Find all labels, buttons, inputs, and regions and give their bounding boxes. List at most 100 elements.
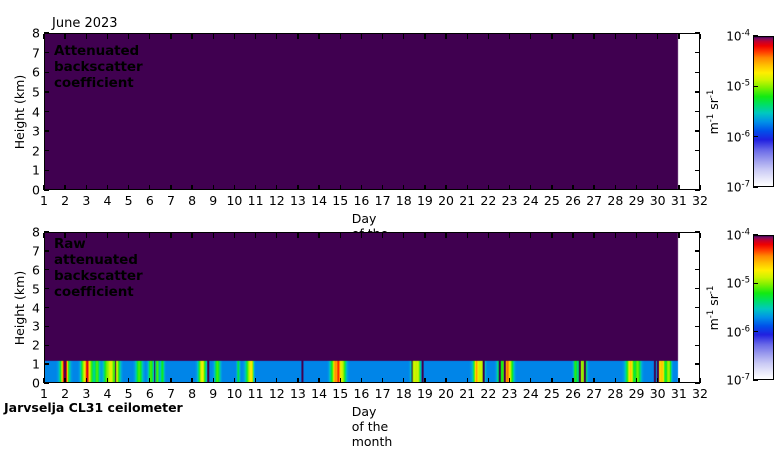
- x-tick-label: 24: [522, 193, 539, 208]
- colorbar-tick-label: 10-7: [726, 179, 750, 195]
- y-tick-label: 2: [32, 337, 40, 353]
- x-tick-bottom: [508, 185, 511, 190]
- x-tick-top: [656, 34, 659, 39]
- x-tick-bottom: [360, 185, 363, 190]
- x-tick-top: [508, 34, 511, 39]
- x-tick-label: 26: [565, 193, 581, 208]
- x-tick-label: 22: [480, 193, 497, 208]
- x-tick-top: [593, 233, 595, 238]
- x-tick-label: 30: [649, 193, 666, 208]
- x-tick-top: [466, 34, 468, 39]
- x-axis-title-bottom: Day of the month: [351, 404, 393, 449]
- x-tick-label: 23: [501, 193, 518, 208]
- x-tick-label: 26: [565, 386, 581, 401]
- x-tick-top: [64, 34, 66, 39]
- colorbar-unit-top: m-1 sr-1: [706, 89, 722, 134]
- x-tick-label: 18: [395, 386, 412, 401]
- y-tick-left: [44, 250, 49, 252]
- y-tick-right: [695, 150, 700, 152]
- y-tick-label: 8: [32, 25, 40, 41]
- heatmap-canvas-raw-attenuated-backscatter: [45, 233, 699, 382]
- y-tick-right: [695, 250, 700, 252]
- x-tick-label: 12: [268, 193, 285, 208]
- x-tick-label: 1: [40, 386, 48, 401]
- x-tick-top: [381, 34, 384, 39]
- x-tick-bottom: [530, 378, 532, 383]
- colorbar-tick-label: 10-6: [726, 324, 750, 340]
- x-tick-label: 11: [247, 193, 264, 208]
- x-tick-label: 27: [586, 386, 603, 401]
- x-tick-top: [635, 233, 638, 238]
- x-tick-label: 13: [289, 193, 306, 208]
- x-tick-label: 16: [353, 386, 370, 401]
- y-tick-left: [44, 382, 49, 384]
- x-tick-bottom: [656, 378, 659, 383]
- x-tick-bottom: [127, 378, 130, 383]
- x-tick-bottom: [149, 185, 151, 190]
- x-tick-label: 8: [188, 193, 197, 208]
- x-tick-label: 3: [82, 193, 91, 208]
- y-tick-label: 1: [32, 162, 40, 178]
- x-tick-top: [445, 34, 447, 39]
- x-tick-label: 12: [268, 386, 285, 401]
- x-tick-top: [85, 34, 87, 39]
- x-tick-label: 10: [226, 193, 243, 208]
- x-tick-top: [212, 233, 214, 238]
- colorbar-tick: [753, 234, 758, 236]
- x-tick-top: [551, 233, 553, 238]
- y-tick-right: [695, 91, 700, 93]
- x-tick-top: [572, 34, 574, 39]
- colorbar-tick: [753, 282, 758, 284]
- x-tick-bottom: [191, 185, 193, 190]
- x-tick-top: [106, 233, 109, 238]
- x-tick-label: 20: [438, 386, 455, 401]
- x-tick-label: 29: [628, 193, 645, 208]
- colorbar-tick-label: 10-4: [726, 227, 750, 243]
- y-tick-left: [44, 71, 49, 73]
- x-tick-top: [191, 34, 193, 39]
- x-tick-label: 14: [311, 193, 328, 208]
- x-tick-bottom: [572, 185, 574, 190]
- x-tick-top: [614, 34, 617, 39]
- x-tick-label: 17: [374, 193, 391, 208]
- x-tick-label: 3: [82, 386, 91, 401]
- x-tick-top: [487, 34, 490, 39]
- x-tick-bottom: [276, 378, 278, 383]
- x-tick-top: [127, 34, 130, 39]
- x-tick-label: 31: [670, 386, 687, 401]
- x-tick-top: [403, 34, 405, 39]
- x-tick-bottom: [699, 378, 701, 383]
- colorbar-top: [753, 36, 774, 187]
- x-tick-top: [678, 34, 680, 39]
- y-tick-label: 4: [32, 104, 40, 119]
- y-tick-label: 5: [32, 84, 40, 100]
- x-tick-top: [276, 34, 278, 39]
- colorbar-tick: [753, 85, 758, 87]
- plot-area-raw-attenuated-backscatter: [44, 232, 700, 383]
- colorbar-bottom: [753, 235, 774, 380]
- x-tick-top: [699, 34, 701, 39]
- x-tick-bottom: [593, 185, 595, 190]
- y-tick-right: [695, 325, 700, 328]
- x-tick-label: 19: [416, 193, 433, 208]
- y-tick-label: 7: [32, 243, 40, 259]
- y-tick-left: [44, 344, 49, 346]
- x-tick-label: 2: [61, 386, 70, 401]
- y-tick-label: 3: [32, 123, 40, 139]
- y-tick-left: [44, 150, 49, 152]
- x-tick-bottom: [106, 378, 109, 383]
- x-tick-bottom: [551, 185, 553, 190]
- colorbar-tick-label: 10-6: [726, 129, 750, 145]
- colorbar-tick: [753, 186, 758, 188]
- x-tick-bottom: [233, 378, 236, 383]
- x-tick-top: [424, 34, 426, 39]
- x-tick-label: 8: [188, 386, 197, 401]
- x-tick-bottom: [551, 378, 553, 383]
- x-tick-label: 25: [543, 193, 560, 208]
- x-tick-label: 19: [416, 386, 433, 401]
- x-tick-label: 28: [607, 193, 624, 208]
- x-tick-top: [466, 233, 468, 238]
- x-tick-bottom: [297, 185, 299, 190]
- x-tick-top: [297, 233, 299, 238]
- x-tick-bottom: [614, 185, 617, 190]
